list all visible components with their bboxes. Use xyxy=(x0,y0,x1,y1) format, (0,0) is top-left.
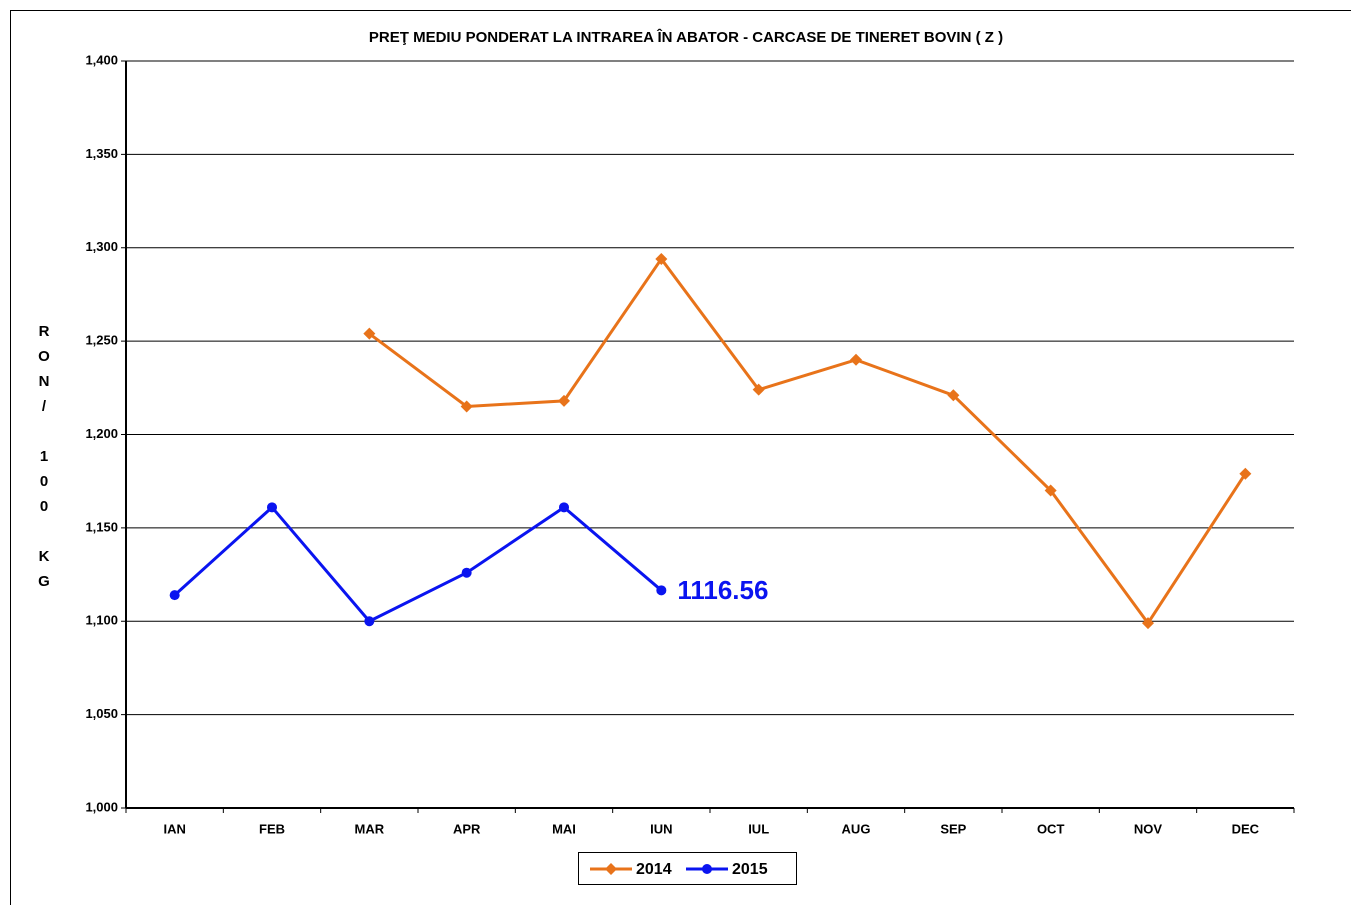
y-tick-label: 1,200 xyxy=(85,426,118,441)
x-tick-label: IUN xyxy=(650,821,672,836)
y-tick-label: 1,050 xyxy=(85,706,118,721)
y-axis-label: RON/ 100 KG xyxy=(36,323,53,598)
x-tick-label: AUG xyxy=(842,821,871,836)
x-tick-label: IUL xyxy=(748,821,769,836)
y-tick-label: 1,350 xyxy=(85,146,118,161)
marker xyxy=(559,502,569,513)
x-tick-label: DEC xyxy=(1232,821,1260,836)
marker xyxy=(752,383,765,396)
y-tick-label: 1,400 xyxy=(85,52,118,67)
x-tick-label: NOV xyxy=(1134,821,1163,836)
y-tick-label: 1,250 xyxy=(85,333,118,348)
y-tick-label: 1,100 xyxy=(85,613,118,628)
y-tick-label: 1,150 xyxy=(85,519,118,534)
marker xyxy=(1044,484,1057,497)
x-tick-label: MAI xyxy=(552,821,576,836)
marker xyxy=(656,585,667,596)
marker xyxy=(605,863,617,875)
marker xyxy=(1142,617,1154,630)
marker xyxy=(461,567,472,578)
x-tick-label: OCT xyxy=(1037,821,1065,836)
data-label: 1116.56 xyxy=(677,575,768,605)
marker xyxy=(558,394,570,407)
marker xyxy=(702,864,712,874)
x-tick-label: APR xyxy=(453,821,481,836)
chart-frame xyxy=(10,10,1351,905)
marker xyxy=(947,389,960,402)
x-tick-label: MAR xyxy=(355,821,385,836)
marker xyxy=(850,353,862,366)
legend-label: 2014 xyxy=(636,861,672,878)
chart-title: PREŢ MEDIU PONDERAT LA INTRAREA ÎN ABATO… xyxy=(369,28,1003,46)
marker xyxy=(1239,467,1252,480)
series-line xyxy=(173,505,663,624)
series-line xyxy=(368,256,1247,626)
y-tick-label: 1,300 xyxy=(85,239,118,254)
marker xyxy=(267,502,277,513)
marker xyxy=(169,590,180,601)
marker xyxy=(363,327,376,340)
x-tick-label: IAN xyxy=(163,821,185,836)
marker xyxy=(364,616,375,627)
marker xyxy=(655,252,668,265)
legend-label: 2015 xyxy=(732,861,768,878)
y-tick-label: 1,000 xyxy=(85,799,118,814)
marker xyxy=(460,400,473,413)
x-tick-label: SEP xyxy=(940,821,966,836)
x-tick-label: FEB xyxy=(259,821,285,836)
